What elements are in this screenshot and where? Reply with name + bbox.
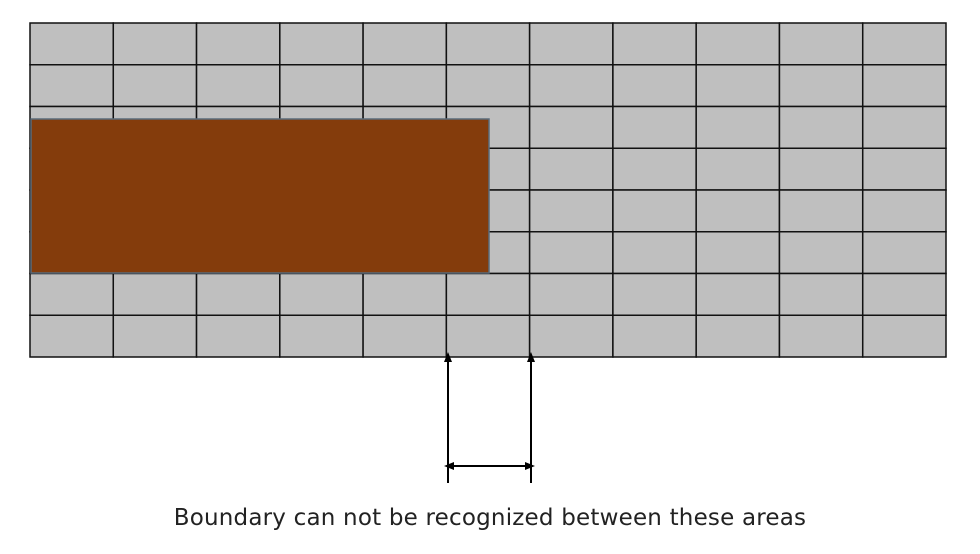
grid-cell xyxy=(612,231,697,275)
grid-cell xyxy=(279,64,364,108)
grid-cell xyxy=(861,64,947,108)
grid-cell xyxy=(195,64,281,108)
grid-cell xyxy=(695,64,781,108)
grid-cell xyxy=(528,105,614,149)
grid-cell xyxy=(861,22,947,66)
grid-cell xyxy=(112,314,198,358)
grid-cell xyxy=(778,189,864,233)
grid-cell xyxy=(612,147,697,191)
grid-cell xyxy=(861,147,947,191)
grid-cell xyxy=(362,314,448,358)
grid-cell xyxy=(112,272,198,316)
grid-cell xyxy=(528,64,614,108)
grid-cell xyxy=(362,64,448,108)
grid-cell xyxy=(195,272,281,316)
grid-cell xyxy=(861,231,947,275)
grid-cell xyxy=(528,272,614,316)
grid-cell xyxy=(112,64,198,108)
grid-cell xyxy=(528,147,614,191)
grid-cell xyxy=(612,64,697,108)
grid-cell xyxy=(861,272,947,316)
grid-cell xyxy=(612,189,697,233)
boundary-indicator xyxy=(444,352,535,483)
grid-cell xyxy=(112,22,198,66)
grid-cell xyxy=(778,105,864,149)
grid-cell xyxy=(695,231,781,275)
grid-cell xyxy=(861,189,947,233)
caption-text: Boundary can not be recognized between t… xyxy=(173,505,807,531)
grid-cell xyxy=(695,22,781,66)
grid-cell xyxy=(195,22,281,66)
grid-cell xyxy=(29,22,115,66)
grid-cell xyxy=(279,314,364,358)
grid-cell xyxy=(528,231,614,275)
grid-cell xyxy=(695,272,781,316)
grid-cell xyxy=(695,147,781,191)
grid-cell xyxy=(29,64,115,108)
grid-cell xyxy=(362,272,448,316)
grid-cell xyxy=(612,272,697,316)
grid-cell xyxy=(695,314,781,358)
grid-cell xyxy=(445,314,531,358)
grid-cell xyxy=(279,272,364,316)
grid-cell xyxy=(861,105,947,149)
grid-cell xyxy=(29,272,115,316)
grid-cell xyxy=(778,64,864,108)
overlay-block xyxy=(30,118,490,274)
grid-cell xyxy=(279,22,364,66)
grid-cell xyxy=(695,105,781,149)
grid-cell xyxy=(445,272,531,316)
grid-cell xyxy=(528,314,614,358)
grid-cell xyxy=(612,314,697,358)
grid-cell xyxy=(778,314,864,358)
grid-cell xyxy=(612,105,697,149)
grid-cell xyxy=(778,147,864,191)
grid-cell xyxy=(362,22,448,66)
grid-cell xyxy=(445,64,531,108)
grid-cell xyxy=(778,272,864,316)
grid-cell xyxy=(861,314,947,358)
grid-cell xyxy=(445,22,531,66)
grid-cell xyxy=(195,314,281,358)
grid-cell xyxy=(612,22,697,66)
grid-cell xyxy=(778,22,864,66)
grid-cell xyxy=(528,22,614,66)
grid-cell xyxy=(528,189,614,233)
grid-cell xyxy=(778,231,864,275)
grid-cell xyxy=(695,189,781,233)
grid-cell xyxy=(29,314,115,358)
